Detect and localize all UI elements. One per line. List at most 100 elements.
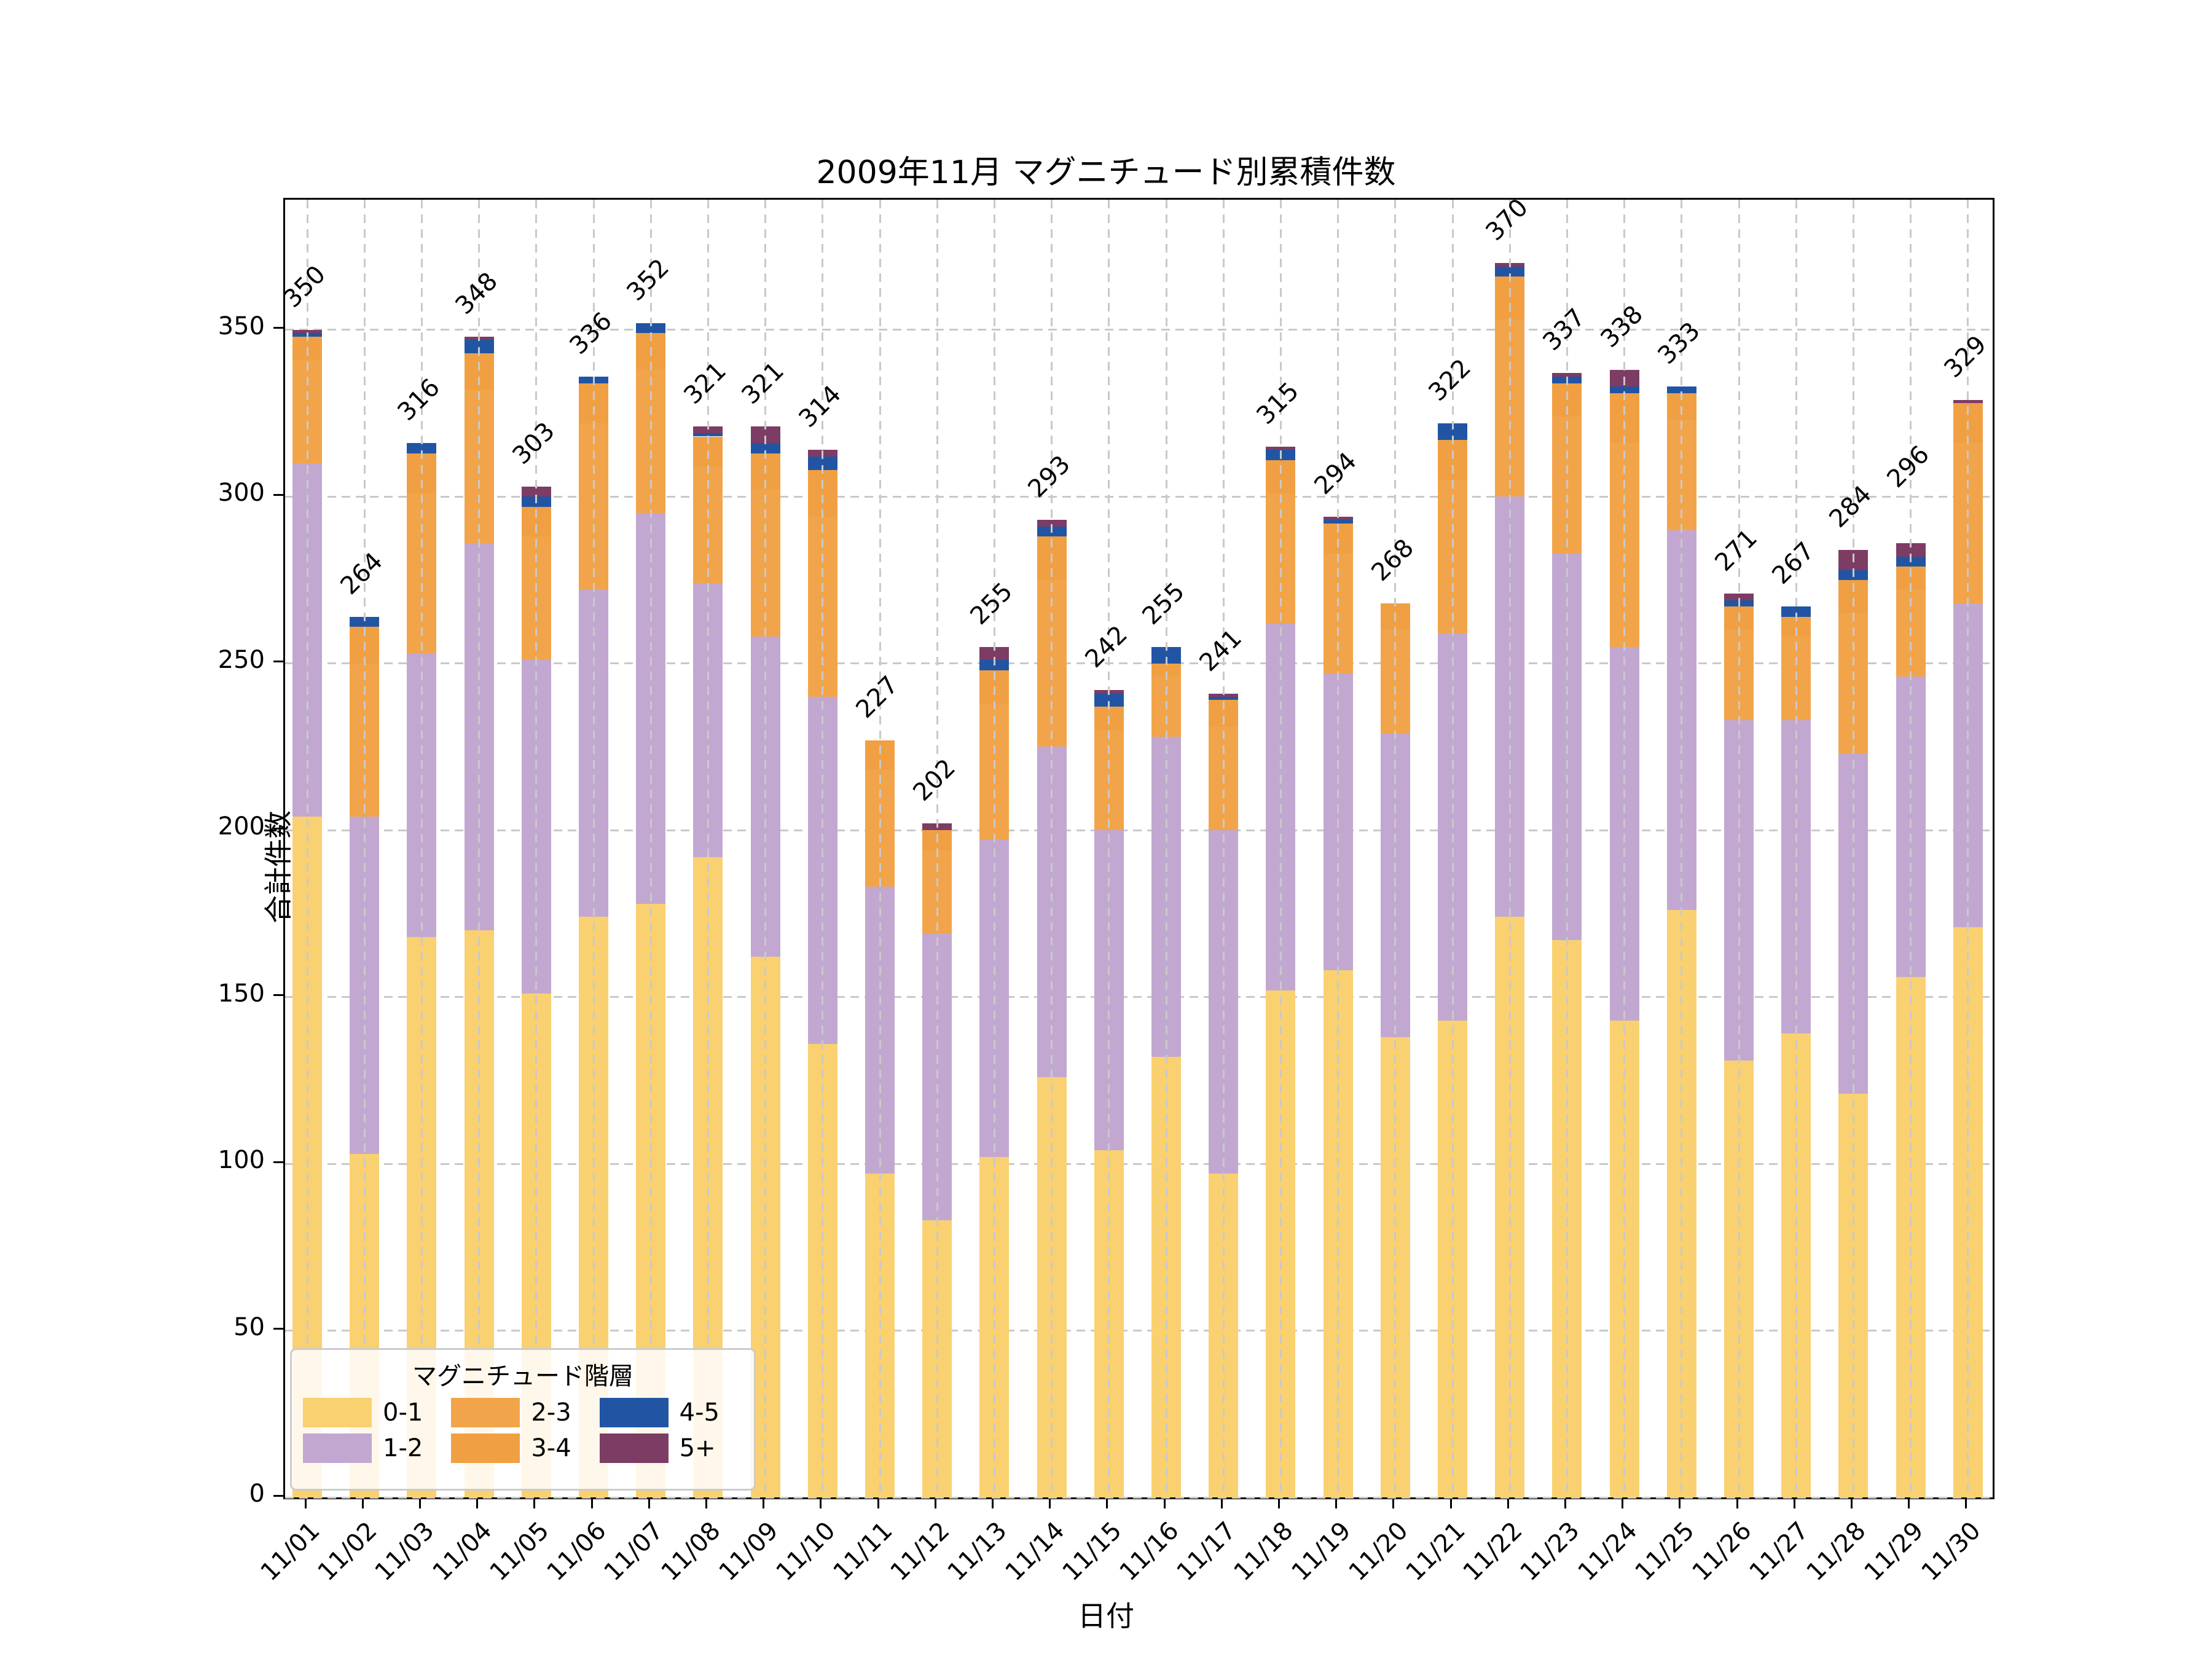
x-tick (763, 1497, 765, 1508)
y-gridline (285, 996, 1993, 998)
x-gridline (649, 200, 652, 1497)
x-gridline (363, 200, 366, 1497)
y-tick (273, 1494, 283, 1497)
x-tick (533, 1497, 536, 1508)
x-tick (1106, 1497, 1108, 1508)
y-gridline (285, 1496, 1993, 1499)
y-gridline (285, 662, 1993, 665)
y-gridline (285, 829, 1993, 831)
x-tick (418, 1497, 421, 1508)
y-tick-label: 100 (218, 1146, 265, 1175)
x-gridline (478, 200, 480, 1497)
x-tick (705, 1497, 707, 1508)
x-gridline (1508, 200, 1511, 1497)
legend-entry-4-5: 4-5 (599, 1398, 743, 1427)
x-gridline (535, 200, 538, 1497)
x-tick (590, 1497, 593, 1508)
x-tick (991, 1497, 994, 1508)
legend-entry-2-3: 2-3 (451, 1398, 594, 1427)
x-tick (1622, 1497, 1624, 1508)
plot-area (283, 198, 1994, 1499)
x-tick (1965, 1497, 1967, 1508)
legend-label: 1-2 (383, 1434, 423, 1462)
x-gridline (879, 200, 881, 1497)
x-gridline (1967, 200, 1969, 1497)
legend-title: マグニチュード階層 (412, 1362, 633, 1390)
chart-title: 2009年11月 マグニチュード別累積件数 (816, 154, 1396, 191)
legend-entry-3-4: 3-4 (451, 1433, 594, 1463)
x-tick (1850, 1497, 1853, 1508)
x-tick (934, 1497, 936, 1508)
legend-swatch (451, 1398, 520, 1427)
x-gridline (707, 200, 709, 1497)
x-gridline (1279, 200, 1282, 1497)
y-gridline (285, 1163, 1993, 1165)
legend-swatch (303, 1433, 372, 1463)
legend-swatch (451, 1433, 520, 1463)
x-gridline (764, 200, 767, 1497)
x-tick (1392, 1497, 1395, 1508)
x-gridline (1165, 200, 1167, 1497)
y-tick (273, 827, 283, 830)
y-tick (273, 1328, 283, 1330)
x-tick (820, 1497, 822, 1508)
y-tick-label: 300 (218, 479, 265, 508)
x-tick (1220, 1497, 1223, 1508)
x-tick (361, 1497, 364, 1508)
legend-label: 5+ (679, 1434, 716, 1462)
legend-entry-0-1: 0-1 (303, 1398, 446, 1427)
x-tick (648, 1497, 650, 1508)
legend: マグニチュード階層 0-1 1-2 2-3 3-4 4-5 5+ (290, 1348, 756, 1491)
legend-swatch (599, 1433, 669, 1463)
legend-entries: 0-1 1-2 2-3 3-4 4-5 5+ (303, 1398, 743, 1463)
x-gridline (1451, 200, 1454, 1497)
x-tick (1736, 1497, 1738, 1508)
x-tick (1679, 1497, 1681, 1508)
x-tick (1335, 1497, 1338, 1508)
y-tick-label: 200 (218, 812, 265, 841)
x-tick (1793, 1497, 1795, 1508)
x-gridline (1795, 200, 1797, 1497)
x-tick (1277, 1497, 1280, 1508)
x-gridline (1852, 200, 1854, 1497)
y-tick (273, 661, 283, 663)
y-tick (273, 493, 283, 496)
x-tick (1163, 1497, 1166, 1508)
y-tick-label: 50 (233, 1312, 265, 1341)
y-tick-label: 150 (218, 979, 265, 1008)
legend-swatch (599, 1398, 669, 1427)
x-gridline (1681, 200, 1683, 1497)
y-gridline (285, 329, 1993, 331)
x-tick (1908, 1497, 1910, 1508)
x-gridline (1394, 200, 1397, 1497)
x-tick (1449, 1497, 1452, 1508)
x-gridline (1337, 200, 1339, 1497)
y-tick (273, 327, 283, 329)
x-tick (877, 1497, 879, 1508)
x-axis-label: 日付 (1078, 1599, 1134, 1633)
x-gridline (306, 200, 308, 1497)
x-gridline (1108, 200, 1110, 1497)
x-gridline (936, 200, 938, 1497)
legend-swatch (303, 1398, 372, 1427)
x-gridline (420, 200, 423, 1497)
y-tick-label: 250 (218, 645, 265, 674)
legend-label: 3-4 (531, 1434, 571, 1462)
x-tick (304, 1497, 307, 1508)
x-gridline (1910, 200, 1912, 1497)
y-tick-label: 350 (218, 312, 265, 340)
x-gridline (1051, 200, 1053, 1497)
x-tick (476, 1497, 479, 1508)
y-tick (273, 994, 283, 997)
x-gridline (822, 200, 824, 1497)
x-gridline (592, 200, 595, 1497)
x-gridline (1566, 200, 1568, 1497)
y-gridline (285, 495, 1993, 498)
x-gridline (1623, 200, 1626, 1497)
x-tick (1507, 1497, 1509, 1508)
legend-label: 4-5 (679, 1398, 720, 1427)
legend-entry-1-2: 1-2 (303, 1433, 446, 1463)
legend-label: 2-3 (531, 1398, 571, 1427)
x-gridline (993, 200, 995, 1497)
